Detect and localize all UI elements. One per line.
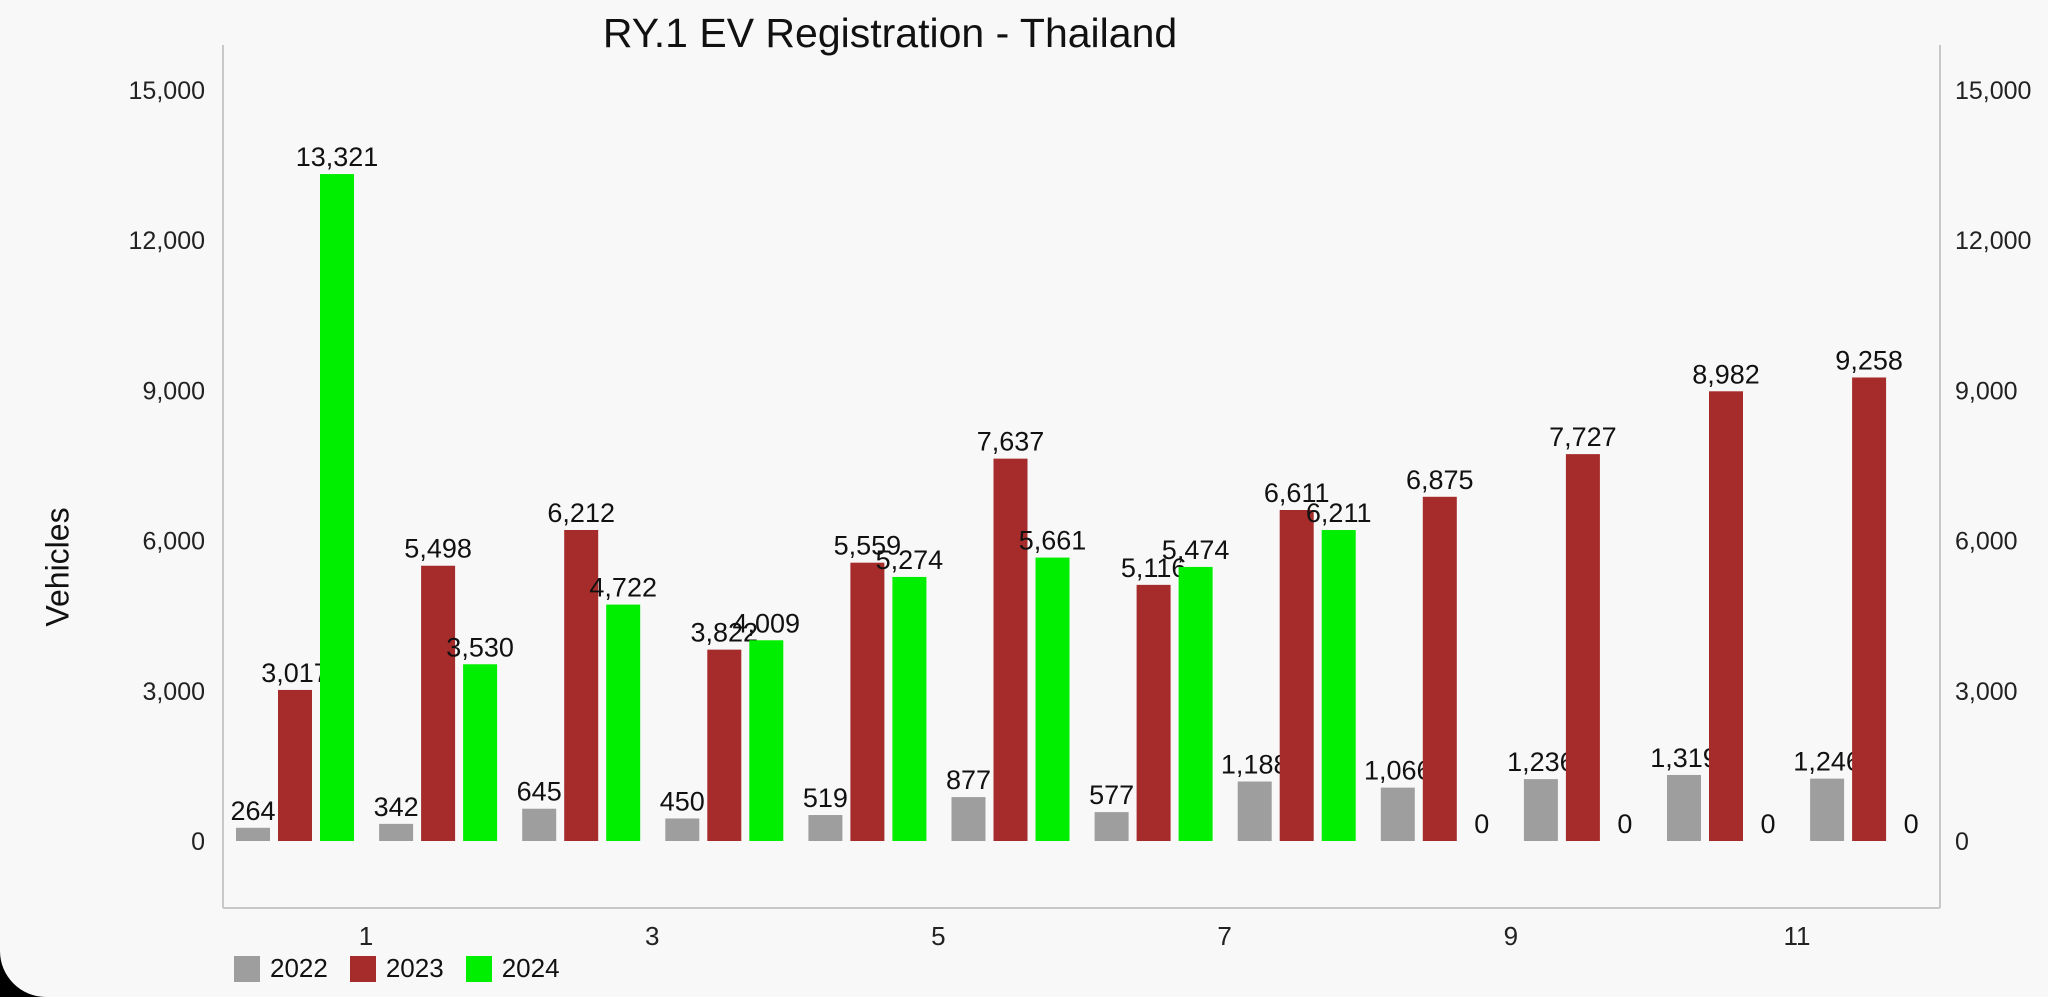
legend-item-2023[interactable]: 2023 xyxy=(349,953,444,984)
data-label-2023-3: 6,212 xyxy=(547,498,615,528)
data-label-2023-1: 3,017 xyxy=(261,658,329,688)
bar-2023-8 xyxy=(1279,510,1314,841)
bar-2022-2 xyxy=(379,823,414,841)
bar-2022-3 xyxy=(522,808,557,841)
bar-2022-12 xyxy=(1810,778,1845,841)
bar-2022-11 xyxy=(1667,774,1701,841)
legend-label-2024: 2024 xyxy=(501,953,560,983)
bar-2024-4 xyxy=(749,640,784,841)
legend: 2022 2023 2024 xyxy=(234,953,566,984)
bar-2023-9 xyxy=(1422,496,1457,841)
bar-2023-5 xyxy=(850,562,885,841)
data-label-2023-6: 7,637 xyxy=(977,427,1045,457)
data-label-2022-1: 264 xyxy=(230,796,275,826)
y-tick-label-right: 3,000 xyxy=(1955,678,2018,706)
data-label-2022-6: 877 xyxy=(946,765,991,795)
bar-2024-3 xyxy=(606,604,641,841)
x-tick-label: 5 xyxy=(931,921,945,951)
x-tick-label: 9 xyxy=(1504,921,1518,951)
bar-2024-1 xyxy=(320,174,354,841)
data-label-2023-11: 8,982 xyxy=(1692,359,1760,389)
data-label-2022-3: 645 xyxy=(517,777,562,807)
bar-2022-4 xyxy=(665,818,700,841)
y-tick-label-right: 0 xyxy=(1955,828,1969,856)
data-label-2022-11: 1,319 xyxy=(1650,743,1718,773)
x-tick-label: 3 xyxy=(645,921,659,951)
bar-2024-2 xyxy=(463,664,498,841)
bar-2023-2 xyxy=(421,565,456,841)
data-label-2023-2: 5,498 xyxy=(404,534,472,564)
bar-2023-7 xyxy=(1136,584,1171,841)
data-label-2023-7: 5,116 xyxy=(1121,553,1187,583)
data-label-2022-8: 1,188 xyxy=(1221,750,1289,780)
y-tick-label-left: 3,000 xyxy=(142,678,205,706)
y-tick-label-left: 12,000 xyxy=(129,227,205,255)
data-label-2022-12: 1,246 xyxy=(1793,747,1861,777)
bar-2022-8 xyxy=(1237,781,1272,841)
bar-2024-5 xyxy=(892,576,927,841)
data-label-2023-5: 5,559 xyxy=(834,531,902,561)
y-tick-label-left: 6,000 xyxy=(142,528,205,556)
data-label-2024-9: 0 xyxy=(1474,809,1489,839)
bar-2022-7 xyxy=(1094,812,1129,841)
data-label-2022-5: 519 xyxy=(803,783,848,813)
y-tick-label-left: 0 xyxy=(191,828,205,856)
bar-2022-1 xyxy=(236,827,270,841)
data-label-2024-10: 0 xyxy=(1617,809,1632,839)
data-label-2024-1: 13,321 xyxy=(296,142,379,172)
legend-swatch-2024 xyxy=(465,955,492,982)
data-label-2024-5: 5,274 xyxy=(876,545,944,575)
data-label-2024-8: 6,211 xyxy=(1306,498,1372,528)
bar-2023-12 xyxy=(1852,377,1887,841)
y-tick-label-right: 12,000 xyxy=(1955,227,2031,255)
data-label-2022-4: 450 xyxy=(660,786,705,816)
y-tick-label-right: 9,000 xyxy=(1955,377,2018,405)
x-tick-label: 1 xyxy=(359,921,373,951)
data-label-2023-4: 3,822 xyxy=(691,618,759,648)
bar-2022-5 xyxy=(808,815,843,841)
legend-swatch-2022 xyxy=(234,955,260,982)
data-label-2024-2: 3,530 xyxy=(446,632,514,662)
bar-2023-1 xyxy=(278,689,312,841)
bar-2023-6 xyxy=(993,458,1028,841)
chart-title: RY.1 EV Registration - Thailand xyxy=(602,10,1178,56)
bar-2023-10 xyxy=(1565,454,1600,841)
x-tick-label: 7 xyxy=(1217,921,1231,951)
bar-2023-4 xyxy=(707,649,742,841)
data-label-2023-9: 6,875 xyxy=(1406,465,1474,495)
bar-2022-9 xyxy=(1380,787,1415,841)
y-tick-label-right: 15,000 xyxy=(1955,77,2031,105)
legend-label-2023: 2023 xyxy=(385,953,444,983)
legend-item-2022[interactable]: 2022 xyxy=(234,953,328,984)
data-label-2024-6: 5,661 xyxy=(1019,526,1087,556)
y-tick-label-left: 15,000 xyxy=(129,77,205,105)
bar-2024-7 xyxy=(1178,566,1213,841)
data-label-2022-7: 577 xyxy=(1089,780,1134,810)
bar-2022-6 xyxy=(951,797,986,841)
data-label-2024-3: 4,722 xyxy=(589,573,657,603)
bar-2024-6 xyxy=(1035,557,1070,841)
legend-label-2022: 2022 xyxy=(270,953,328,983)
data-label-2024-4: 4,009 xyxy=(733,608,801,638)
bar-2022-10 xyxy=(1523,779,1558,841)
data-label-2024-12: 0 xyxy=(1904,809,1919,839)
data-label-2022-10: 1,236 xyxy=(1507,747,1575,777)
data-label-2023-10: 7,727 xyxy=(1549,422,1617,452)
legend-item-2024[interactable]: 2024 xyxy=(465,953,560,984)
y-tick-label-left: 9,000 xyxy=(142,377,205,405)
data-label-2022-9: 1,066 xyxy=(1364,756,1432,786)
data-label-2024-7: 5,474 xyxy=(1162,535,1230,565)
data-label-2023-8: 6,611 xyxy=(1264,478,1330,508)
y-tick-label-right: 6,000 xyxy=(1955,528,2018,556)
data-label-2024-11: 0 xyxy=(1760,809,1775,839)
legend-swatch-2023 xyxy=(349,955,376,982)
bar-2023-11 xyxy=(1709,391,1743,841)
bar-2024-8 xyxy=(1321,530,1356,841)
data-label-2022-2: 342 xyxy=(374,792,419,822)
x-tick-label: 11 xyxy=(1784,921,1811,951)
data-label-2023-12: 9,258 xyxy=(1835,345,1903,375)
bar-2023-3 xyxy=(564,529,599,841)
